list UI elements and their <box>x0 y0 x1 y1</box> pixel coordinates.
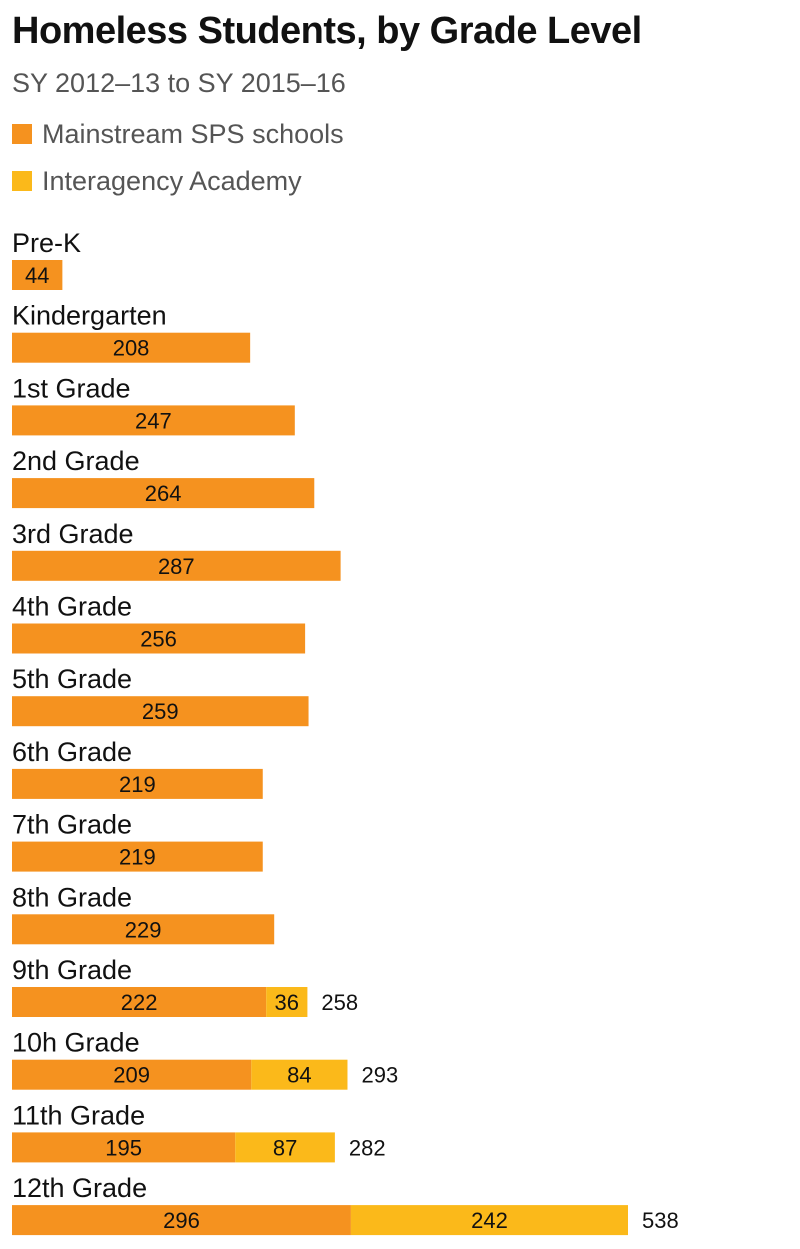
bar-value-label: 287 <box>158 554 195 579</box>
legend-item-mainstream: Mainstream SPS schools <box>12 119 344 149</box>
bar-segment-mainstream <box>12 841 263 872</box>
legend-label-interagency: Interagency Academy <box>42 165 302 196</box>
bar-value-label: 219 <box>119 845 156 870</box>
category-label: 2nd Grade <box>12 446 140 476</box>
bar-segment-mainstream <box>12 1205 351 1236</box>
category-label: Kindergarten <box>12 301 167 331</box>
bar-value-label: 296 <box>163 1208 200 1233</box>
bar-value-label: 209 <box>113 1063 150 1088</box>
bar-segment-mainstream <box>12 987 267 1017</box>
category-label: 7th Grade <box>12 810 132 840</box>
bar-segment-interagency <box>235 1132 335 1163</box>
bar-segment-mainstream <box>12 332 251 363</box>
bar-segment-mainstream <box>12 623 306 654</box>
legend-swatch-mainstream <box>12 124 32 144</box>
bar-segment-mainstream <box>12 260 63 290</box>
category-label: 6th Grade <box>12 737 132 767</box>
bar-segment-interagency <box>350 1205 628 1236</box>
bar-value-label: 87 <box>273 1135 297 1160</box>
bar-segment-interagency <box>251 1059 348 1090</box>
bar-total-label: 538 <box>642 1208 679 1233</box>
bar-value-label: 36 <box>275 990 299 1015</box>
bar-value-label: 208 <box>113 336 150 361</box>
category-label: 10h Grade <box>12 1028 140 1058</box>
legend-item-interagency: Interagency Academy <box>12 166 302 196</box>
bar-segment-mainstream <box>12 1059 252 1090</box>
chart-subtitle: SY 2012–13 to SY 2015–16 <box>12 68 346 98</box>
bar-value-label: 219 <box>119 772 156 797</box>
category-label: 1st Grade <box>12 373 131 403</box>
category-label: Pre-K <box>12 228 81 258</box>
legend-label-mainstream: Mainstream SPS schools <box>42 118 344 149</box>
category-label: 8th Grade <box>12 882 132 912</box>
bar-total-label: 293 <box>361 1063 398 1088</box>
bar-segment-mainstream <box>12 550 341 581</box>
bar-segment-mainstream <box>12 914 275 945</box>
bar-segment-interagency <box>266 987 308 1017</box>
legend-swatch-interagency <box>12 171 32 191</box>
bar-segment-mainstream <box>12 478 315 509</box>
bar-value-label: 84 <box>287 1063 311 1088</box>
category-label: 9th Grade <box>12 955 132 985</box>
bar-segment-mainstream <box>12 768 263 799</box>
bar-value-label: 247 <box>135 408 172 433</box>
bar-value-label: 229 <box>125 917 162 942</box>
category-label: 4th Grade <box>12 592 132 622</box>
bar-value-label: 264 <box>145 481 182 506</box>
bar-value-label: 222 <box>121 990 158 1015</box>
bar-value-label: 242 <box>471 1208 508 1233</box>
bar-value-label: 256 <box>140 627 177 652</box>
bar-segment-mainstream <box>12 1132 236 1163</box>
bar-segment-mainstream <box>12 405 295 436</box>
bar-segment-mainstream <box>12 696 309 727</box>
category-label: 12th Grade <box>12 1173 147 1203</box>
category-label: 3rd Grade <box>12 519 134 549</box>
chart-title: Homeless Students, by Grade Level <box>12 10 642 52</box>
bar-value-label: 195 <box>105 1135 142 1160</box>
bar-total-label: 258 <box>321 990 358 1015</box>
bar-total-label: 282 <box>349 1135 386 1160</box>
category-label: 5th Grade <box>12 664 132 694</box>
bar-value-label: 44 <box>25 263 49 288</box>
category-label: 11th Grade <box>12 1100 145 1130</box>
bar-value-label: 259 <box>142 699 179 724</box>
